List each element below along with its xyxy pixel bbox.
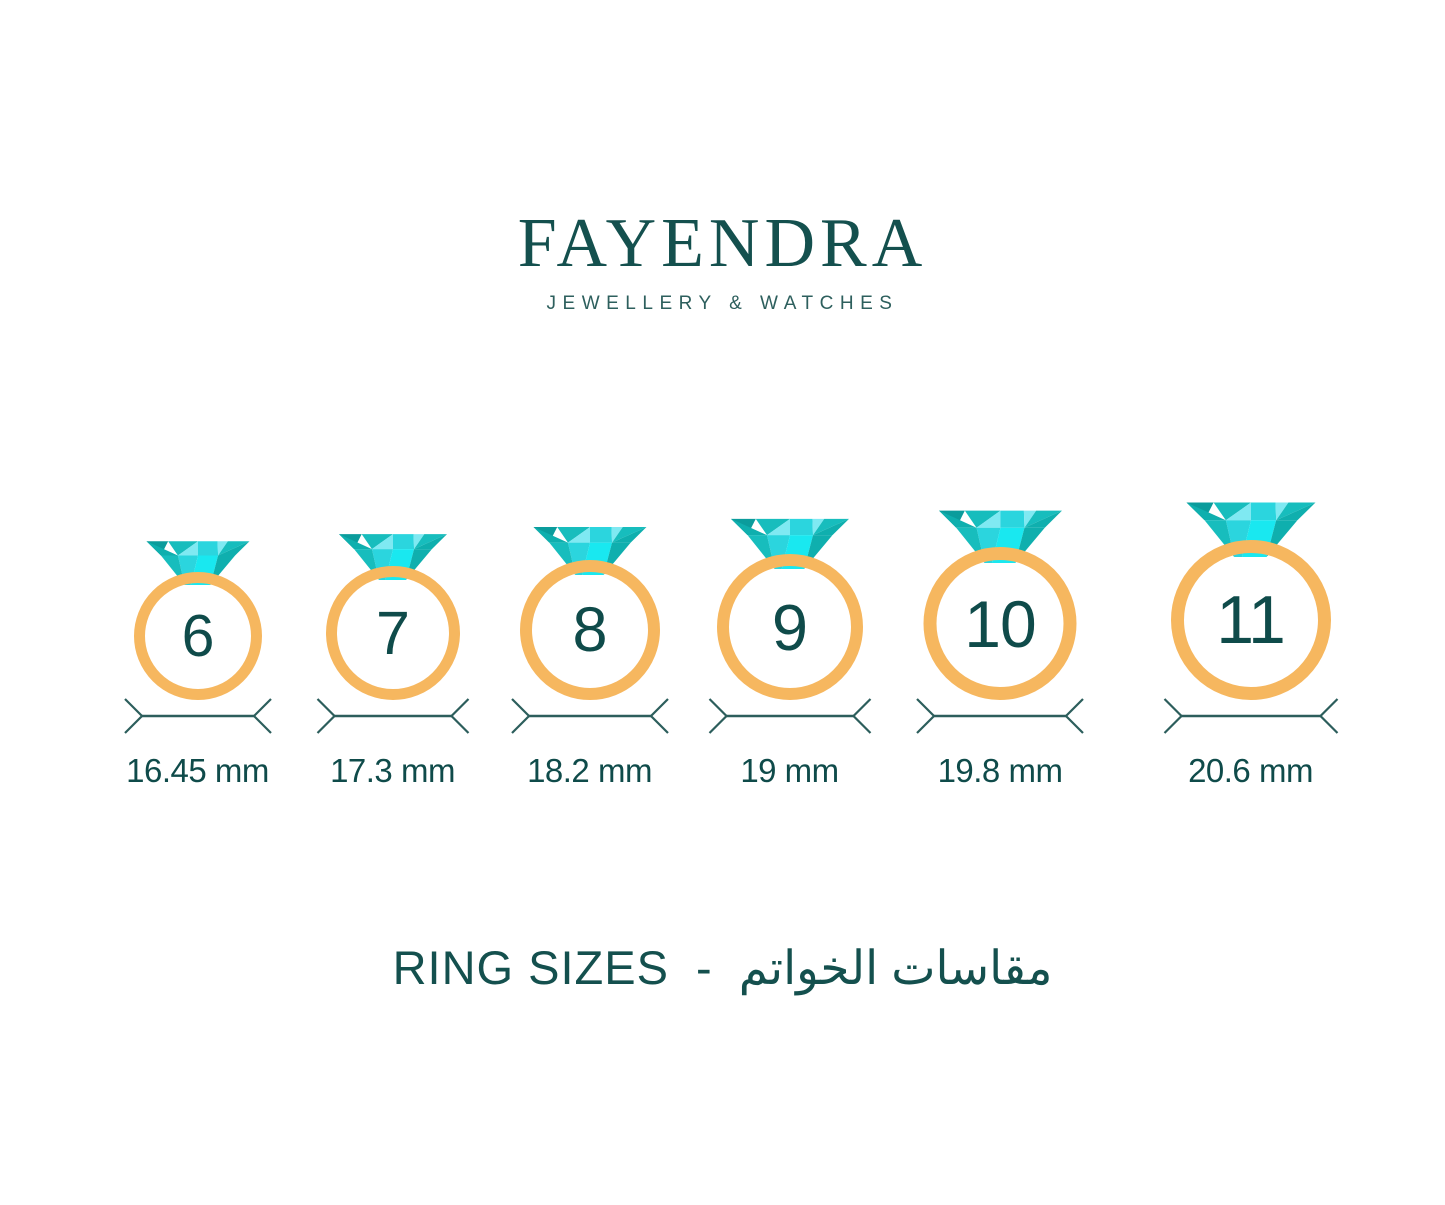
ring-with-gem-icon: 11: [1170, 502, 1331, 700]
brand-name: FAYENDRA: [517, 205, 928, 282]
ring-with-gem-icon: 8: [519, 526, 660, 700]
ring-size-item[interactable]: 9 19 mm: [697, 430, 882, 790]
ring-diameter-label: 19.8 mm: [937, 752, 1063, 789]
brand-logo: FAYENDRA JEWELLERY & WATCHES: [0, 205, 1445, 315]
page-title-english: RING SIZES: [392, 941, 669, 994]
ring-size-number: 9: [771, 590, 808, 664]
ring-size-row: 6 16.45 mm 7 17.3 mm: [0, 430, 1445, 790]
brand-tagline: JEWELLERY & WATCHES: [546, 293, 899, 314]
diamond-gem-icon: [338, 534, 447, 580]
ring-with-gem-icon: 6: [133, 541, 262, 700]
page-title: RING SIZES - مقاسات الخواتم: [0, 940, 1445, 996]
page-title-arabic: مقاسات الخواتم: [738, 941, 1053, 994]
ring-size-item[interactable]: 8 18.2 mm: [497, 430, 682, 790]
ring-diameter-label: 17.3 mm: [330, 752, 455, 789]
gem-wrapper: [730, 499, 849, 569]
ring-diameter-indicator: [510, 694, 669, 738]
ring-size-item[interactable]: 11 20.6 mm: [1148, 430, 1353, 790]
ring-band: 11: [1170, 540, 1331, 700]
ring-size-number: 11: [1216, 582, 1286, 658]
ring-with-gem-icon: 9: [716, 518, 863, 700]
ring-diameter-indicator: [123, 694, 272, 738]
ring-size-item[interactable]: 10 19.8 mm: [900, 430, 1100, 790]
gem-wrapper: [338, 516, 447, 580]
ring-size-number: 10: [964, 586, 1036, 661]
dimension-line-icon: [510, 698, 669, 734]
ring-diameter-label: 18.2 mm: [527, 752, 652, 789]
ring-band: 6: [133, 572, 262, 700]
ring-diameter-label: 20.6 mm: [1188, 752, 1313, 789]
ring-diameter-indicator: [708, 694, 871, 738]
ring-diameter-indicator: [1163, 694, 1338, 738]
page-title-separator: -: [696, 941, 712, 994]
ring-with-gem-icon: 7: [325, 534, 460, 700]
ring-band: 9: [716, 554, 863, 700]
ring-band: 10: [923, 547, 1077, 700]
ring-diameter-indicator: [916, 694, 1084, 738]
ring-band: 8: [519, 560, 660, 700]
ring-size-number: 6: [181, 602, 215, 669]
diamond-gem-icon: [938, 510, 1062, 563]
dimension-line-icon: [316, 698, 469, 734]
ring-with-gem-icon: 10: [923, 510, 1077, 700]
diamond-gem-icon: [730, 518, 849, 569]
ring-size-number: 8: [572, 594, 607, 665]
ring-size-number: 7: [376, 598, 410, 667]
ring-diameter-label: 16.45 mm: [126, 752, 269, 789]
ring-band: 7: [325, 566, 460, 700]
dimension-line-icon: [1163, 698, 1338, 734]
dimension-line-icon: [916, 698, 1084, 734]
dimension-line-icon: [708, 698, 871, 734]
gem-wrapper: [938, 490, 1062, 563]
ring-diameter-indicator: [316, 694, 469, 738]
dimension-line-icon: [123, 698, 272, 734]
ring-diameter-label: 19 mm: [740, 752, 839, 789]
ring-size-item[interactable]: 7 17.3 mm: [300, 430, 485, 790]
ring-size-item[interactable]: 6 16.45 mm: [105, 430, 290, 790]
